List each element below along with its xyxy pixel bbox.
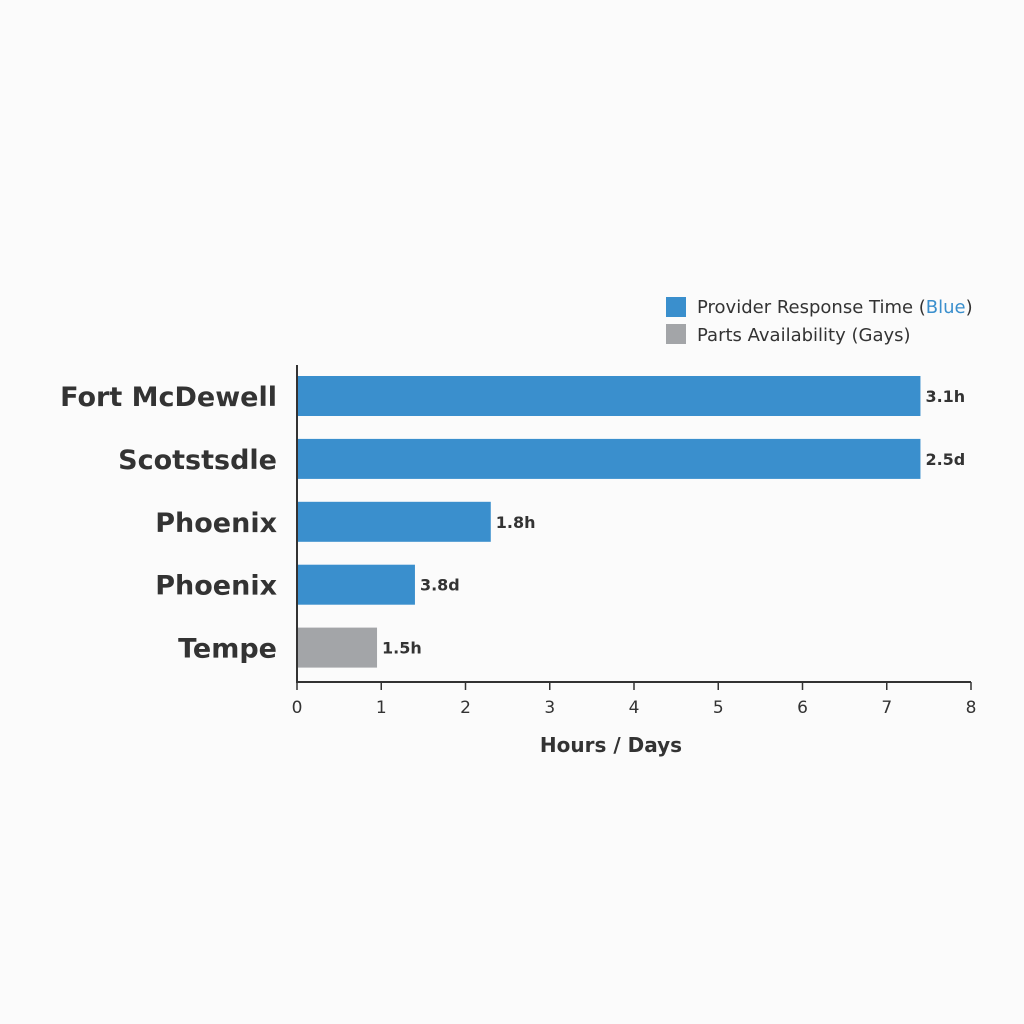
data-label: 3.8d <box>420 576 460 595</box>
legend-label-accent: Blue <box>926 297 966 318</box>
bar-3 <box>297 564 415 605</box>
category-label: Fort McDewell <box>60 382 277 413</box>
x-tick-label: 4 <box>629 698 640 718</box>
data-label: 1.5h <box>382 639 422 658</box>
bar-1 <box>297 438 921 479</box>
x-tick-label: 2 <box>460 698 471 718</box>
x-tick-label: 6 <box>797 698 808 718</box>
x-tick-label: 7 <box>881 698 892 718</box>
legend-label-provider-response-time: Provider Response Time (Blue) <box>697 297 973 318</box>
x-tick-label: 3 <box>544 698 555 718</box>
legend-swatch-provider-response-time <box>666 297 686 317</box>
x-axis-ticks: 0 1 2 3 4 5 6 7 8 <box>292 682 977 718</box>
category-label: Phoenix <box>155 508 277 539</box>
data-label: 3.1h <box>925 387 965 406</box>
bar-2 <box>297 501 491 542</box>
data-label: 2.5d <box>925 450 965 469</box>
bars-group <box>297 376 921 668</box>
legend-label-part: ) <box>966 297 973 318</box>
category-label: Phoenix <box>155 571 277 602</box>
legend-label-parts-availability: Parts Availability (Gays) <box>697 325 911 346</box>
category-label: Tempe <box>178 634 277 665</box>
x-tick-label: 8 <box>966 698 977 718</box>
bar-0 <box>297 376 921 416</box>
category-labels: Fort McDewell Scotstsdle Phoenix Phoenix Tem… <box>60 382 277 665</box>
legend: Provider Response Time (Blue) Parts Avai… <box>666 297 973 346</box>
legend-swatch-parts-availability <box>666 324 686 344</box>
x-tick-label: 0 <box>292 698 303 718</box>
x-tick-label: 1 <box>376 698 387 718</box>
data-labels: 3.1h 2.5d 1.8h 3.8d 1.5h <box>382 387 965 658</box>
bar-4 <box>297 627 378 668</box>
legend-label-part: Provider Response Time ( <box>697 297 926 318</box>
category-label: Scotstsdle <box>118 445 277 476</box>
x-tick-label: 5 <box>713 698 724 718</box>
data-label: 1.8h <box>496 513 536 532</box>
x-axis-title: Hours / Days <box>540 733 682 757</box>
